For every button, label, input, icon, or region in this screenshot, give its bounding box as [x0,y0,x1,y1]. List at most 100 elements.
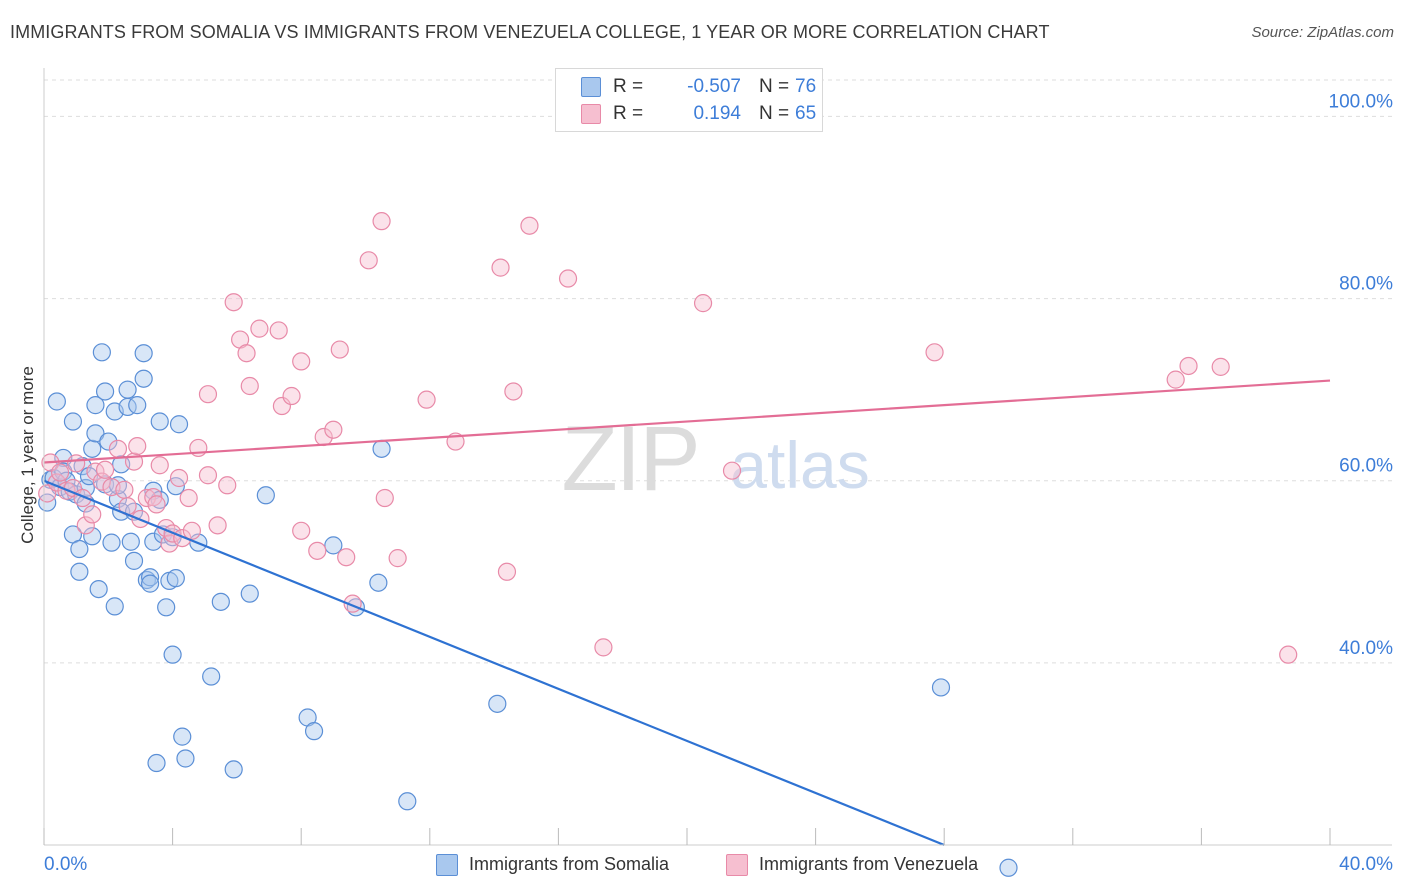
watermark-zip: ZIP [561,408,698,510]
data-point-venezuela [50,463,70,482]
y-tick-label: 80.0% [1339,274,1393,295]
data-point-somalia [105,597,124,616]
data-point-somalia [999,858,1018,877]
data-point-venezuela [269,321,288,340]
data-point-somalia [86,424,105,443]
data-point-somalia [147,753,166,773]
data-point-venezuela [292,352,311,371]
data-point-venezuela [76,516,95,535]
data-point-venezuela [925,343,944,362]
y-tick-label: 40.0% [1339,638,1393,659]
correlation-legend: R = -0.507 N = 76 R = 0.194 N = 65 [555,68,823,132]
bottom-legend-swatch-somalia [436,854,458,876]
data-point-somalia [144,481,163,500]
data-point-somalia [83,527,102,546]
data-point-venezuela [308,541,327,560]
data-point-somalia [163,645,182,664]
data-point-venezuela [491,258,510,277]
data-point-somalia [140,574,160,593]
data-point-venezuela [330,340,349,359]
legend-r-label: R = [613,103,644,124]
data-point-somalia [63,412,83,431]
data-point-somalia [70,539,89,559]
data-point-venezuela [182,521,201,540]
data-point-venezuela [372,212,391,231]
data-point-somalia [931,678,951,697]
data-point-somalia [92,343,111,362]
legend-n-value: 65 [795,103,817,124]
trend-layer [43,379,1331,847]
data-point-venezuela [115,480,134,499]
data-point-venezuela [324,420,343,439]
data-point-somalia [95,382,115,401]
data-point-venezuela [198,466,218,485]
data-point-venezuela [83,505,102,524]
data-point-somalia [304,722,324,741]
points-layer [38,212,1298,877]
x-tick-label: 0.0% [44,854,87,875]
data-point-somalia [83,439,102,458]
bottom-legend-swatch-venezuela [726,854,748,876]
data-point-venezuela [67,454,86,473]
bottom-legend-label-venezuela: Immigrants from Venezuela [759,854,979,874]
data-point-somalia [256,486,275,505]
data-point-somalia [144,532,163,551]
data-point-venezuela [359,251,378,270]
data-point-venezuela [292,521,311,540]
data-point-venezuela [108,439,128,458]
legend-r-label: R = [613,76,644,97]
data-point-venezuela [272,396,292,416]
data-point-venezuela [375,488,394,508]
data-point-somalia [99,432,118,451]
legend-n-label: N = [759,103,790,124]
legend-n-value: 76 [795,76,817,97]
trend-line-somalia [43,479,945,847]
data-point-venezuela [282,386,301,406]
legend-swatch-somalia [581,77,601,97]
data-point-somalia [128,396,147,415]
data-point-venezuela [520,216,539,235]
data-point-venezuela [558,269,578,288]
data-point-venezuela [240,376,259,396]
data-point-venezuela [179,488,198,508]
data-point-somalia [166,569,185,588]
data-point-somalia [173,727,192,746]
data-point-somalia [176,749,195,768]
data-point-venezuela [388,549,407,568]
tick-label-layer: 40.0% 60.0% 80.0% 100.0% 0.0% 40.0% [44,91,1393,875]
trend-line-venezuela [43,379,1331,464]
legend-n-label: N = [759,76,790,97]
source-credit: Source: ZipAtlas.com [1251,24,1394,41]
data-point-venezuela [147,495,166,514]
data-point-somalia [369,573,388,592]
chart-title: IMMIGRANTS FROM SOMALIA VS IMMIGRANTS FR… [10,22,1050,42]
data-point-somalia [70,562,89,581]
y-tick-label: 100.0% [1329,91,1394,112]
data-point-venezuela [1166,370,1185,389]
data-point-somalia [224,760,243,779]
y-tick-label: 60.0% [1339,456,1393,477]
data-point-somalia [140,568,160,587]
data-point-somalia [89,579,108,599]
data-point-venezuela [208,516,227,535]
data-point-venezuela [497,562,517,581]
bottom-legend-label-somalia: Immigrants from Somalia [469,854,670,874]
data-point-somalia [47,392,66,411]
data-point-somalia [169,415,189,434]
data-point-somalia [124,551,144,570]
data-point-venezuela [337,548,356,567]
data-point-venezuela [137,488,156,508]
data-point-venezuela [95,460,115,479]
data-point-somalia [38,493,57,512]
data-point-venezuela [722,461,742,480]
data-point-somalia [102,533,121,552]
data-point-venezuela [250,319,269,338]
legend-r-value: -0.507 [687,76,741,97]
data-point-somalia [157,598,176,617]
data-point-venezuela [128,437,147,456]
data-point-somalia [202,667,221,686]
data-point-venezuela [1211,357,1230,376]
data-point-venezuela [594,638,613,657]
data-point-venezuela [504,382,523,401]
